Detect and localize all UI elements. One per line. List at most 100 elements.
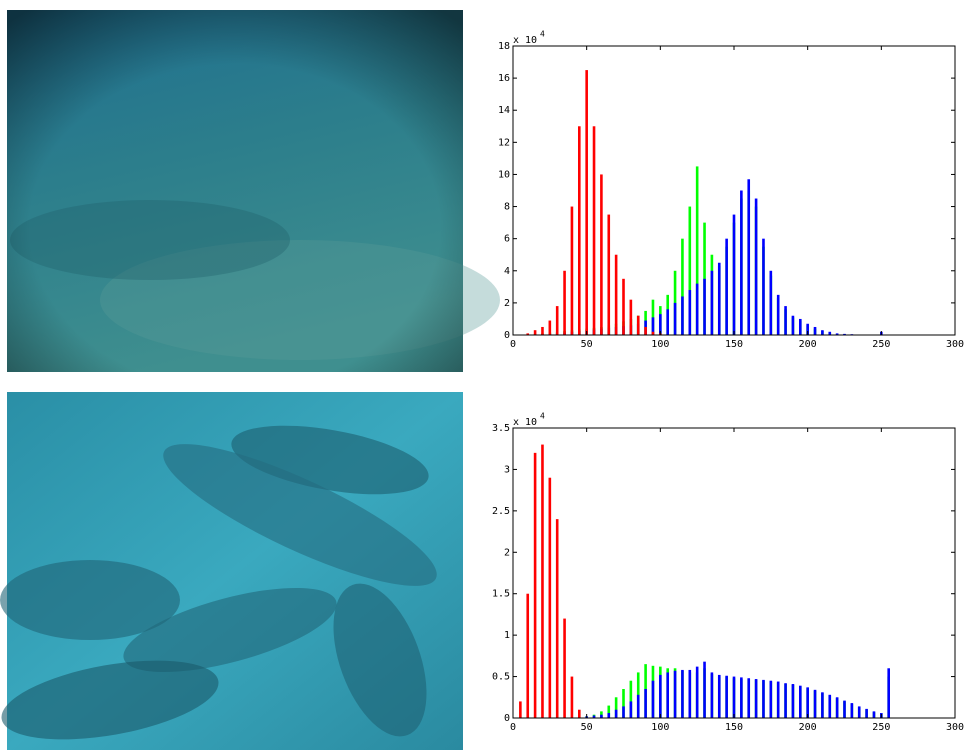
y-tick-label: 8 xyxy=(504,202,510,213)
x-tick-label: 250 xyxy=(872,722,890,733)
histogram-bar xyxy=(814,327,817,335)
x-tick-label: 150 xyxy=(725,722,743,733)
histogram-bar xyxy=(828,695,831,718)
x-tick-label: 250 xyxy=(872,339,890,350)
histogram-bar xyxy=(784,306,787,335)
figure: 050100150200250300024681012141618x 10405… xyxy=(0,0,968,752)
photo-amphorae xyxy=(0,392,463,752)
histogram-bar xyxy=(851,703,854,718)
x-tick-label: 0 xyxy=(510,339,516,350)
histogram-bar xyxy=(873,711,876,718)
y-tick-label: 0 xyxy=(504,713,510,724)
histogram-bar xyxy=(644,327,647,335)
histogram-bar xyxy=(571,207,574,335)
y-tick-label: 4 xyxy=(504,266,510,277)
histogram-bar xyxy=(865,709,868,718)
histogram-bar xyxy=(836,697,839,718)
histogram-bar xyxy=(821,692,824,718)
y-tick-label: 2 xyxy=(504,298,510,309)
x-tick-label: 0 xyxy=(510,722,516,733)
histogram-bar xyxy=(755,199,758,335)
histogram-bar xyxy=(563,271,566,335)
histogram-bar xyxy=(578,710,581,718)
y-tick-label: 1.5 xyxy=(492,589,510,600)
x-tick-label: 150 xyxy=(725,339,743,350)
histogram-bar xyxy=(689,290,692,335)
histogram-bar xyxy=(630,701,633,718)
histogram-bar xyxy=(718,675,721,718)
histogram-bar xyxy=(821,330,824,335)
page: {"chart_data": [ {"type": "bar", "y_mult… xyxy=(0,0,968,752)
histogram-bar xyxy=(696,284,699,335)
histogram-bar xyxy=(541,327,544,335)
y-tick-label: 3 xyxy=(504,464,510,475)
y-tick-label: 18 xyxy=(498,41,510,52)
y-tick-label: 10 xyxy=(498,169,510,180)
histogram-bar xyxy=(674,303,677,335)
x-tick-label: 300 xyxy=(946,722,964,733)
y-tick-label: 16 xyxy=(498,73,510,84)
histogram-bar xyxy=(733,677,736,718)
histogram-bar xyxy=(806,687,809,718)
histogram-bar xyxy=(755,679,758,718)
histogram-bar xyxy=(681,296,684,335)
histogram-bar xyxy=(703,662,706,718)
histogram-bar xyxy=(674,671,677,718)
histogram-bar xyxy=(615,255,618,335)
histogram-bar xyxy=(725,676,728,718)
histogram-bar xyxy=(666,309,669,335)
y-tick-label: 14 xyxy=(498,105,510,116)
y-tick-label: 1 xyxy=(504,630,510,641)
histogram-bar xyxy=(519,701,522,718)
histogram-bar xyxy=(534,330,537,335)
histogram-bar xyxy=(718,263,721,335)
histogram-bar xyxy=(725,239,728,335)
histogram-bar xyxy=(681,670,684,718)
histogram-bar xyxy=(843,701,846,718)
histogram-bar xyxy=(549,478,552,718)
histogram-bar xyxy=(600,174,603,335)
y-tick-label: 6 xyxy=(504,234,510,245)
histogram-bar xyxy=(630,300,633,335)
histogram-bar xyxy=(563,619,566,718)
y-exponent: 4 xyxy=(540,30,545,39)
histogram-bar xyxy=(615,710,618,718)
histogram-bar xyxy=(814,690,817,718)
histogram-bar xyxy=(784,683,787,718)
histogram-bar xyxy=(585,70,588,335)
histogram-bar xyxy=(556,306,559,335)
y-tick-label: 0.5 xyxy=(492,672,510,683)
histogram-bar xyxy=(792,316,795,335)
photo-seabed xyxy=(7,10,500,372)
histogram-bar xyxy=(578,126,581,335)
x-tick-label: 50 xyxy=(581,339,593,350)
histogram-bar xyxy=(733,215,736,335)
histogram-bar xyxy=(541,445,544,718)
y-multiplier: x 10 xyxy=(513,35,537,46)
histogram-bar xyxy=(740,677,743,718)
histogram-bar xyxy=(534,453,537,718)
histogram-bar xyxy=(711,672,714,718)
histogram-bar xyxy=(770,681,773,718)
histogram-bar xyxy=(644,689,647,718)
histogram-bar xyxy=(747,179,750,335)
histogram-bar xyxy=(637,316,640,335)
x-tick-label: 100 xyxy=(651,339,669,350)
histogram-bar xyxy=(622,279,625,335)
histogram-bar xyxy=(799,686,802,718)
y-tick-label: 3.5 xyxy=(492,423,510,434)
histogram-bar xyxy=(777,295,780,335)
histogram-bar xyxy=(607,215,610,335)
histogram-bar xyxy=(792,684,795,718)
y-tick-label: 0 xyxy=(504,330,510,341)
y-tick-label: 2.5 xyxy=(492,506,510,517)
histogram-bar xyxy=(571,677,574,718)
histogram-bar xyxy=(762,680,765,718)
y-tick-label: 2 xyxy=(504,547,510,558)
histogram-bar xyxy=(770,271,773,335)
histogram-bar xyxy=(593,126,596,335)
histogram-bar xyxy=(703,279,706,335)
histogram-bar xyxy=(747,678,750,718)
y-exponent: 4 xyxy=(540,412,545,421)
histogram-bar xyxy=(762,239,765,335)
